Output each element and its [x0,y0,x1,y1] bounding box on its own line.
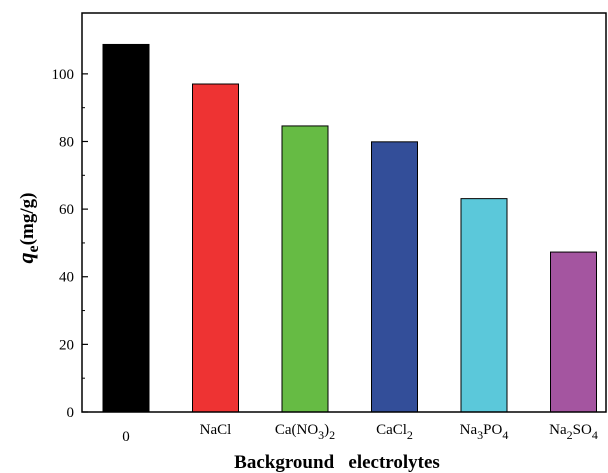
plot-frame [81,12,607,413]
y-tick-label: 40 [59,270,74,286]
x-tick-label-part: CaCl [376,422,407,438]
x-tick-label-part: SO [573,422,592,438]
x-tick-label-part: 2 [329,428,335,442]
y-tick-label: 60 [59,202,74,218]
x-tick-label: Na3PO4 [460,422,509,442]
x-tick-label-part: Na [460,422,478,438]
x-axis-ticks: 0 NaCl Ca(NO3)2 CaCl2 Na3PO4 Na2SO4 [122,422,598,445]
bar [192,83,239,413]
x-tick-label-part: 4 [502,428,508,442]
x-tick-label-part: ) [324,422,329,438]
y-axis-title-unit: (mg/g) [17,193,38,246]
x-tick-label: Ca(NO3)2 [275,422,335,442]
x-axis-title: Background electrolytes [234,452,440,473]
x-tick-label-part: 4 [592,428,598,442]
x-tick-label: Na2SO4 [549,422,598,442]
x-tick-label-part: 3 [318,428,324,442]
y-tick-label: 100 [52,67,75,83]
x-tick-label-part: Na [549,422,567,438]
bar [460,198,508,413]
x-tick-label-part: Ca(NO [275,422,318,438]
y-axis-title-symbol: q [13,252,38,263]
x-tick-label-part: 3 [477,428,483,442]
y-axis-title-subscript: e [25,245,42,252]
x-tick-label-part: 2 [407,428,413,442]
x-tick-label: NaCl [200,422,232,438]
y-tick-label: 0 [67,405,75,421]
x-tick-label: CaCl2 [376,422,413,442]
bars-group [102,43,597,413]
bar [281,125,329,413]
y-tick-label: 80 [59,134,74,150]
bar [371,141,418,413]
y-axis-title: qe(mg/g) [13,193,42,264]
bar [102,43,150,413]
x-tick-label-part: 2 [567,428,573,442]
bar [550,251,597,413]
x-tick-label: 0 [122,429,130,445]
y-tick-label: 20 [59,337,74,353]
x-tick-label-part: PO [483,422,502,438]
